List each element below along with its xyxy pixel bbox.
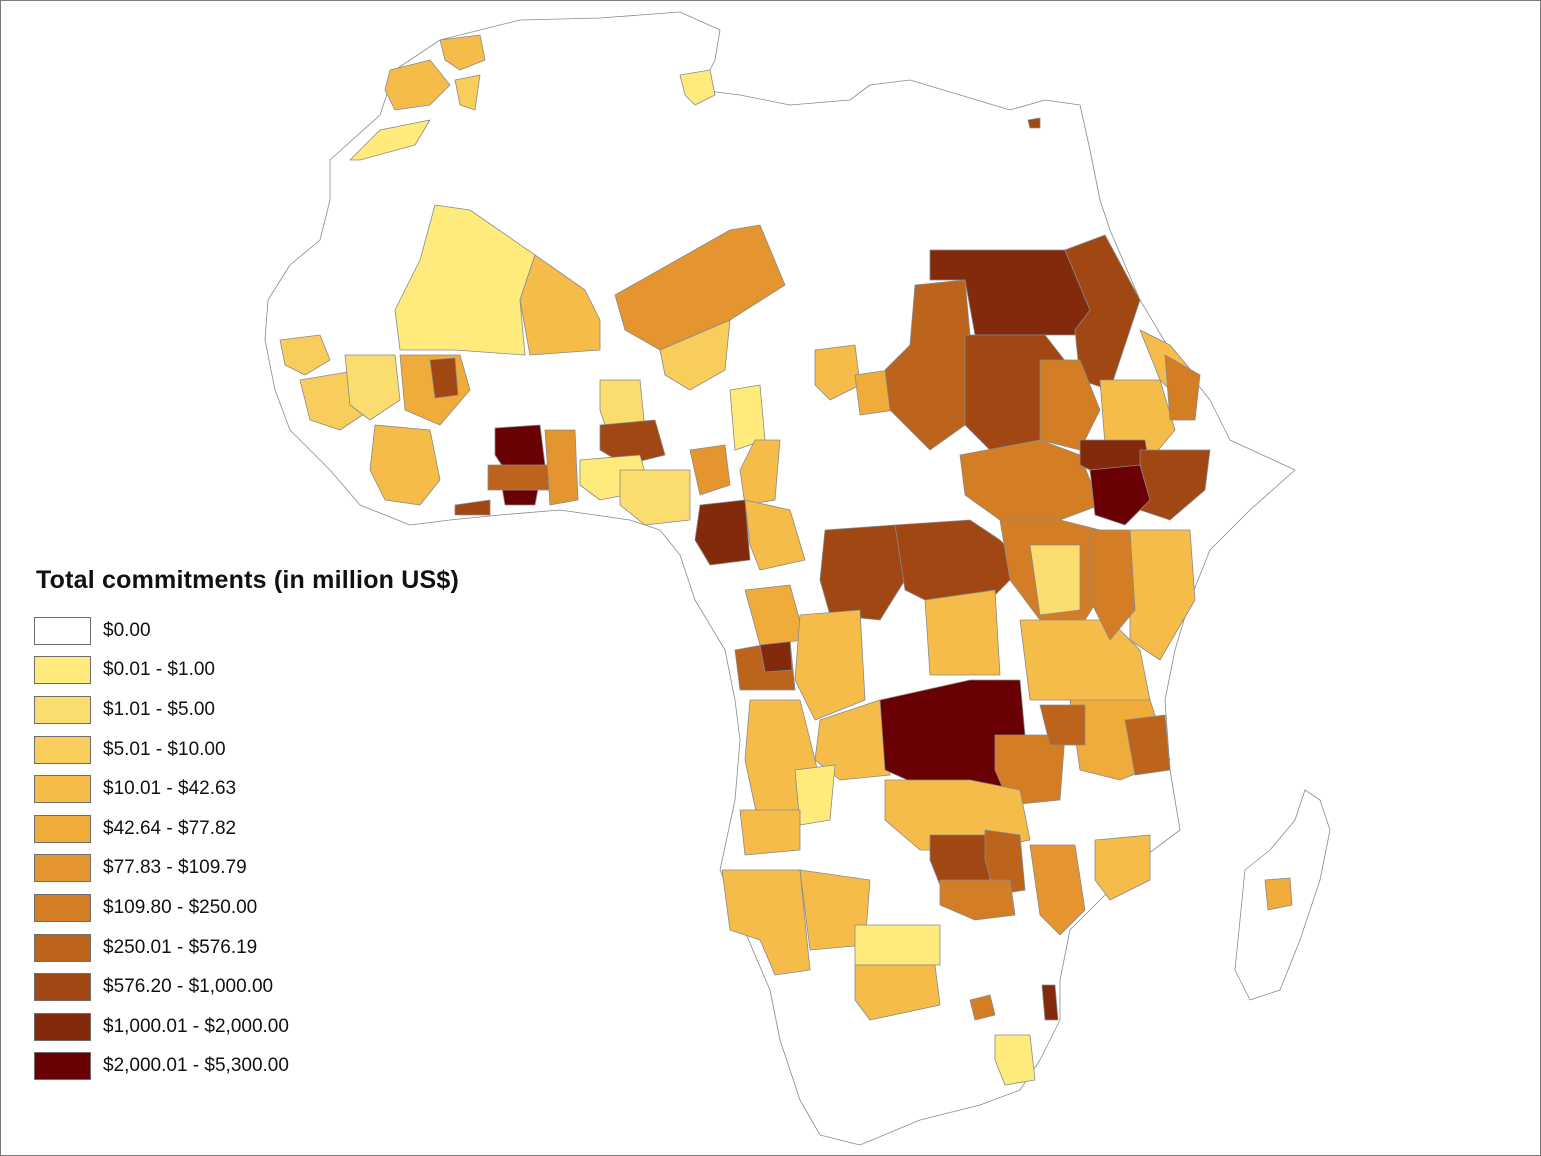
legend-swatch	[34, 695, 91, 724]
legend-label: $42.64 - $77.82	[103, 817, 237, 839]
region-kenya-b	[1089, 529, 1136, 641]
region-south-sudan	[959, 439, 1101, 521]
region-ivory-coast	[369, 424, 441, 506]
region-botswana-a	[854, 924, 941, 966]
legend-swatch	[34, 1052, 91, 1081]
region-ethiopia-d	[1089, 464, 1151, 526]
region-angola-c	[739, 809, 801, 856]
region-drc-c	[814, 699, 891, 781]
region-ghana-a	[494, 424, 546, 471]
legend-label: $5.01 - $10.00	[103, 738, 226, 760]
region-angola-b	[794, 764, 836, 826]
region-swaziland	[969, 994, 996, 1021]
legend-label: $1,000.01 - $2,000.00	[103, 1015, 289, 1037]
legend-label: $109.80 - $250.00	[103, 896, 258, 918]
region-drc-b	[924, 589, 1001, 676]
legend-label: $10.01 - $42.63	[103, 778, 237, 800]
legend-swatch	[34, 735, 91, 764]
region-niger	[614, 224, 786, 351]
region-algeria-b	[454, 74, 481, 111]
region-botswana-b	[854, 964, 941, 1021]
region-coast-strip	[454, 499, 491, 516]
legend-label: $250.01 - $576.19	[103, 936, 258, 958]
region-chad-a	[814, 344, 861, 401]
region-ghana-c	[487, 464, 551, 491]
region-niger-b	[659, 319, 731, 391]
legend-item: $576.20 - $1,000.00	[34, 967, 459, 1007]
map-legend: Total commitments (in million US$) $0.00…	[34, 566, 459, 1086]
region-mali-south	[344, 354, 401, 421]
region-mali-east	[519, 254, 601, 356]
legend-label: $2,000.01 - $5,300.00	[103, 1055, 289, 1077]
legend-swatch	[34, 854, 91, 883]
legend-item: $42.64 - $77.82	[34, 809, 459, 849]
region-zambia-b	[1039, 704, 1086, 746]
region-morocco-a	[384, 59, 451, 111]
region-mozambique-b	[1094, 834, 1151, 901]
legend-swatch	[34, 933, 91, 962]
region-ethiopia-e	[1164, 354, 1201, 421]
legend-item: $250.01 - $576.19	[34, 928, 459, 968]
legend-item: $1,000.01 - $2,000.00	[34, 1007, 459, 1047]
region-car-b	[894, 519, 1026, 611]
legend-item: $77.83 - $109.79	[34, 849, 459, 889]
region-algeria-a	[439, 34, 486, 71]
legend-item: $109.80 - $250.00	[34, 888, 459, 928]
legend-item: $5.01 - $10.00	[34, 730, 459, 770]
region-senegal	[279, 334, 331, 376]
region-mozambique-south	[1041, 984, 1059, 1021]
legend-swatch	[34, 814, 91, 843]
region-tanzania-c	[1124, 714, 1171, 776]
legend-swatch	[34, 775, 91, 804]
region-cameroon-b	[744, 499, 806, 571]
legend-item: $10.01 - $42.63	[34, 769, 459, 809]
legend-item: $0.01 - $1.00	[34, 651, 459, 691]
region-burkina-b	[429, 357, 459, 399]
legend-swatch	[34, 893, 91, 922]
region-nigeria-c	[619, 469, 691, 526]
region-nigeria-a	[599, 419, 666, 466]
legend-swatch	[34, 1012, 91, 1041]
region-nigeria-d	[689, 444, 731, 496]
legend-label: $1.01 - $5.00	[103, 698, 215, 720]
legend-label: $0.00	[103, 619, 151, 641]
legend-item: $1.01 - $5.00	[34, 690, 459, 730]
legend-swatch	[34, 616, 91, 645]
legend-label: $0.01 - $1.00	[103, 659, 215, 681]
region-kenya-a	[1129, 529, 1196, 661]
region-mozambique-a	[1029, 844, 1086, 936]
legend-swatch	[34, 656, 91, 685]
region-malawi-moz	[929, 834, 991, 886]
region-south-africa-e	[994, 1034, 1036, 1086]
region-drc-a	[794, 609, 866, 721]
region-nigeria-f	[739, 439, 781, 506]
region-madagascar-central	[1264, 877, 1293, 911]
region-cameroon-a	[694, 499, 751, 566]
legend-title: Total commitments (in million US$)	[36, 566, 460, 594]
region-sudan-ne	[1064, 234, 1141, 391]
region-egypt-dot	[1027, 117, 1041, 129]
region-tunisia	[679, 69, 716, 106]
region-sudan-west	[884, 279, 971, 451]
legend-label: $576.20 - $1,000.00	[103, 976, 274, 998]
region-layer	[264, 11, 1331, 1146]
region-sudan-east	[1039, 359, 1101, 451]
region-zimbabwe-b	[939, 879, 1016, 921]
region-morocco-b	[349, 119, 431, 161]
region-uganda-band	[1029, 544, 1081, 616]
legend-item: $2,000.01 - $5,300.00	[34, 1047, 459, 1087]
legend-swatch	[34, 973, 91, 1002]
region-togo-benin	[544, 429, 579, 506]
legend-items: $0.00 $0.01 - $1.00 $1.01 - $5.00 $5.01 - $…	[34, 611, 459, 1086]
region-mali-north	[394, 204, 536, 356]
legend-item: $0.00	[34, 611, 459, 651]
legend-label: $77.83 - $109.79	[103, 857, 247, 879]
